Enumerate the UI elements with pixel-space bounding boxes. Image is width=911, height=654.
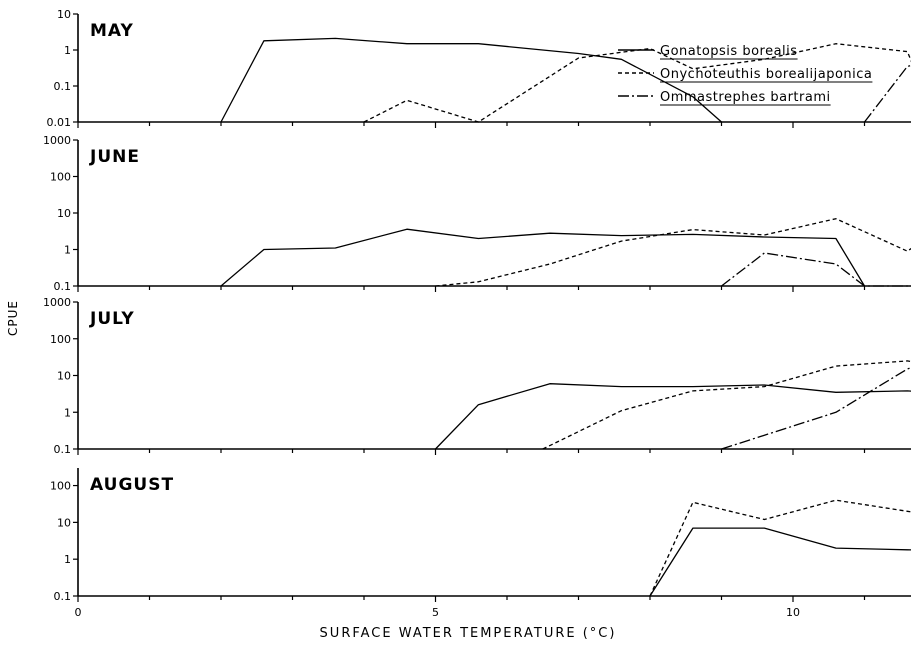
y-tick-label: 1000 [43,296,71,309]
y-tick-label: 0.1 [54,80,72,93]
y-tick-label: 0.1 [54,590,72,603]
y-axis-label: CPUE [6,300,20,336]
panel-august: 100 10 1 0.1 AUGUST [50,468,911,603]
y-tick-label: 10 [57,8,71,21]
panel-title: JUNE [89,147,140,167]
panel-july: 1000 100 10 1 0.1 JULY [43,296,911,456]
legend-label: Onychoteuthis borealijaponica [660,67,872,82]
y-tick-label: 0.1 [54,280,72,293]
y-tick-label: 10 [57,370,71,383]
legend-label: Ommastrephes bartrami [660,90,831,105]
y-tick-label: 10 [57,516,71,529]
y-tick-label: 1000 [43,134,71,147]
series-line-dashed [363,43,911,123]
series-line-dashdot [863,64,911,123]
y-tick-label: 0.1 [54,443,72,456]
series-line-solid [220,228,866,287]
x-axis-label: SURFACE WATER TEMPERATURE (°C) [320,626,617,641]
series-line-dashed [435,218,911,287]
y-tick-label: 100 [50,171,71,184]
y-tick-label: 1 [64,244,71,257]
y-tick-label: 1 [64,406,71,419]
series-line-dashdot [721,252,911,287]
legend: Gonatopsis borealis Onychoteuthis boreali… [618,44,873,106]
y-tick-label: 100 [50,333,71,346]
panel-title: MAY [90,21,134,41]
panel-title: AUGUST [90,475,174,495]
y-tick-label: 10 [57,207,71,220]
x-tick-label: 10 [786,606,800,619]
y-tick-label: 1 [64,44,71,57]
panel-title: JULY [89,309,135,329]
y-tick-label: 1 [64,553,71,566]
x-tick-label: 0 [75,606,82,619]
series-line-solid [649,527,911,597]
series-line-dashed [649,499,911,597]
x-tick-label: 5 [432,606,439,619]
legend-label: Gonatopsis borealis [660,44,798,59]
y-tick-label: 0.01 [47,116,72,129]
series-line-solid [220,37,722,123]
panel-june: 1000 100 10 1 0.1 JUNE [43,134,911,293]
series-line-dashed [542,360,911,450]
series-line-solid [435,383,911,450]
y-tick-label: 100 [50,480,71,493]
